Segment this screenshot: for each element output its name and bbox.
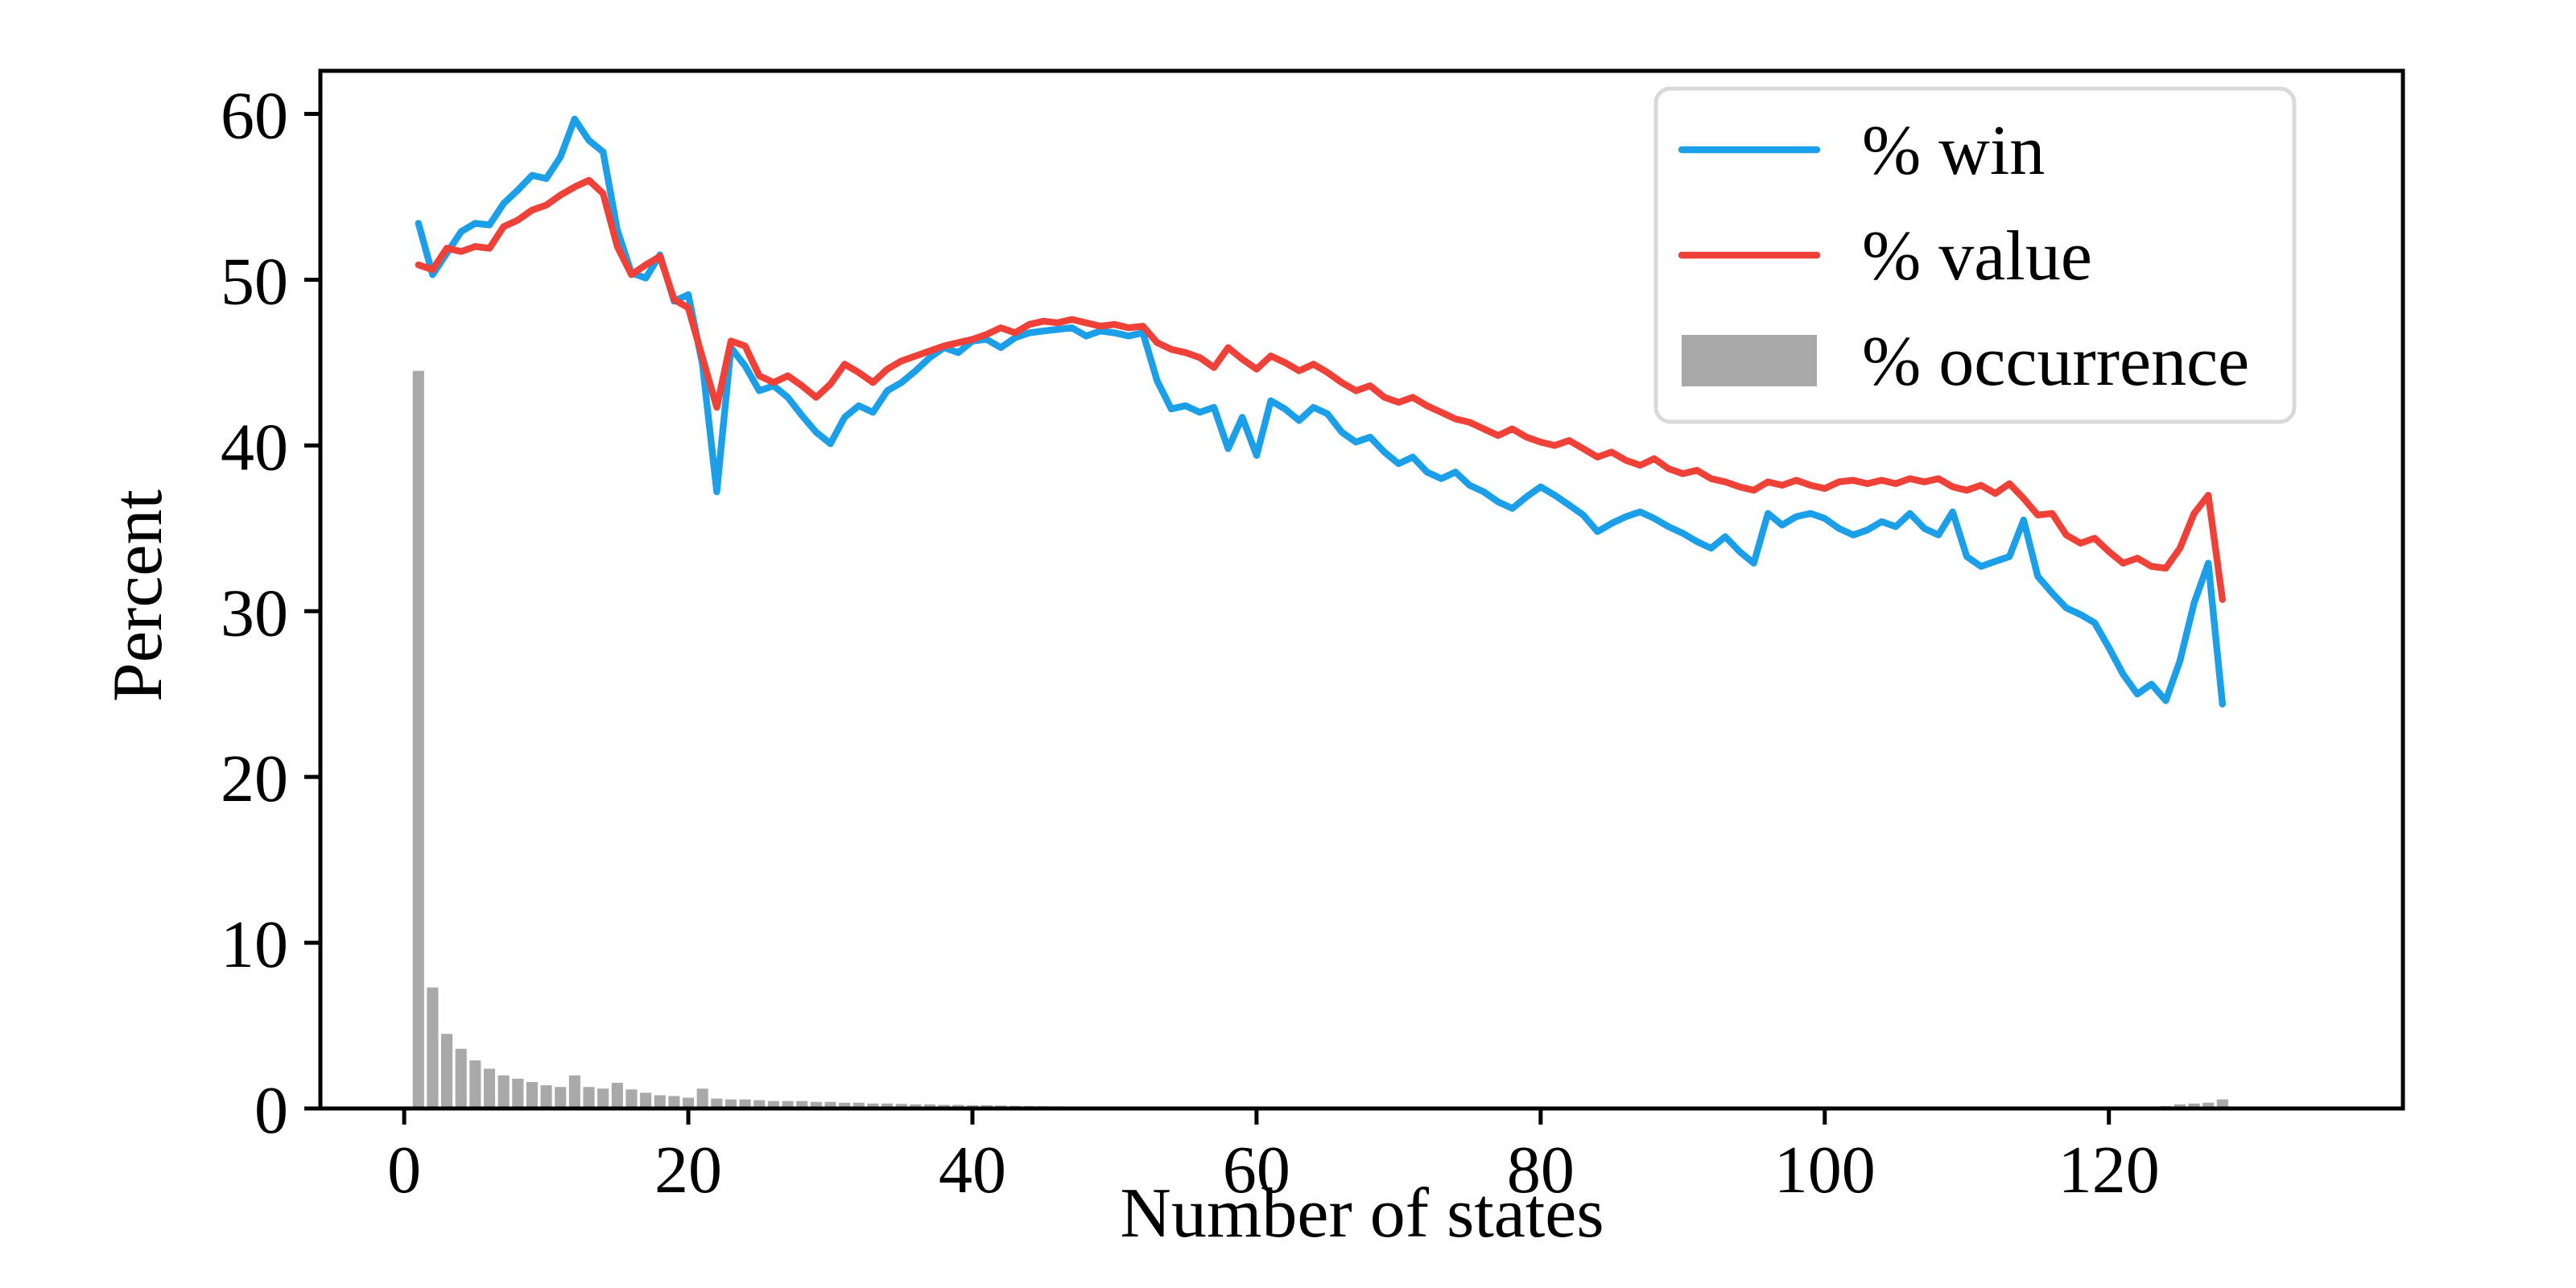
occurrence-bar [711,1098,723,1108]
y-tick-label: 10 [221,907,288,982]
x-tick-label: 80 [1507,1133,1575,1208]
line-series-layer [415,115,2227,708]
occurrence-bar [782,1100,794,1108]
occurrence-bars-layer [412,370,2228,1108]
y-tick-label: 40 [221,410,288,485]
y-tick-label: 0 [254,1073,288,1148]
occurrence-bar [696,1088,708,1108]
occurrence-bar [867,1103,879,1108]
occurrence-bar [455,1048,467,1108]
occurrence-bar [839,1102,851,1108]
occurrence-bar [625,1089,638,1108]
legend: % win % value % occurrence [1653,86,2297,424]
occurrence-bar [568,1075,580,1108]
occurrence-bar [427,987,439,1108]
occurrence-bar [555,1087,567,1108]
occurrence-bar [483,1068,496,1108]
occurrence-bar [654,1095,666,1108]
occurrence-bar [583,1087,595,1108]
series-line--value [415,176,2227,603]
y-axis-title: Percent [99,489,177,702]
occurrence-bar [497,1075,510,1108]
occurrence-bar [910,1104,922,1108]
occurrence-bar [923,1104,936,1108]
occurrence-bar [540,1085,552,1108]
occurrence-bar [2174,1104,2186,1108]
axes-layer: 0 20 40 60 80 100 120 0 10 20 30 40 50 60 [221,68,2405,1208]
occurrence-bar [440,1034,453,1108]
y-tick-label: 60 [221,79,288,154]
plot-box [318,68,2405,1111]
x-tick-label: 20 [654,1133,722,1208]
occurrence-bar [767,1100,779,1108]
legend-label: % occurrence [1862,323,2249,401]
x-tick-label: 40 [939,1133,1006,1208]
occurrence-bar [2188,1103,2200,1108]
occurrence-bar [469,1060,481,1108]
occurrence-bar [724,1099,737,1108]
occurrence-bar [640,1092,652,1108]
y-tick-label: 30 [221,576,288,650]
y-tick-label: 50 [221,244,288,319]
occurrence-bar [881,1103,894,1108]
occurrence-bar [824,1101,836,1108]
x-tick-label: 120 [2058,1133,2160,1208]
occurrence-bar [682,1097,695,1108]
x-tick-label: 60 [1223,1133,1290,1208]
occurrence-bar [512,1078,524,1108]
occurrence-bar [2216,1099,2228,1108]
legend-bar-sample [1682,335,1817,386]
occurrence-bar [611,1083,623,1108]
occurrence-bar [810,1101,822,1108]
occurrence-bar [2202,1102,2215,1108]
occurrence-bar [796,1100,808,1108]
x-axis-title: Number of states [1120,1174,1604,1253]
legend-label: % win [1862,112,2045,190]
occurrence-bar [895,1104,907,1108]
occurrence-bar [739,1099,751,1108]
legend-label: % value [1862,217,2092,295]
occurrence-bar [668,1096,680,1108]
x-tick-label: 100 [1774,1133,1876,1208]
x-tick-label: 0 [387,1133,421,1208]
occurrence-bar [597,1088,609,1108]
y-tick-label: 20 [221,741,288,816]
occurrence-bar [852,1102,865,1108]
series-line--win [415,115,2227,708]
occurrence-bar [412,370,424,1108]
occurrence-bar [753,1100,766,1108]
occurrence-bar [526,1082,538,1108]
